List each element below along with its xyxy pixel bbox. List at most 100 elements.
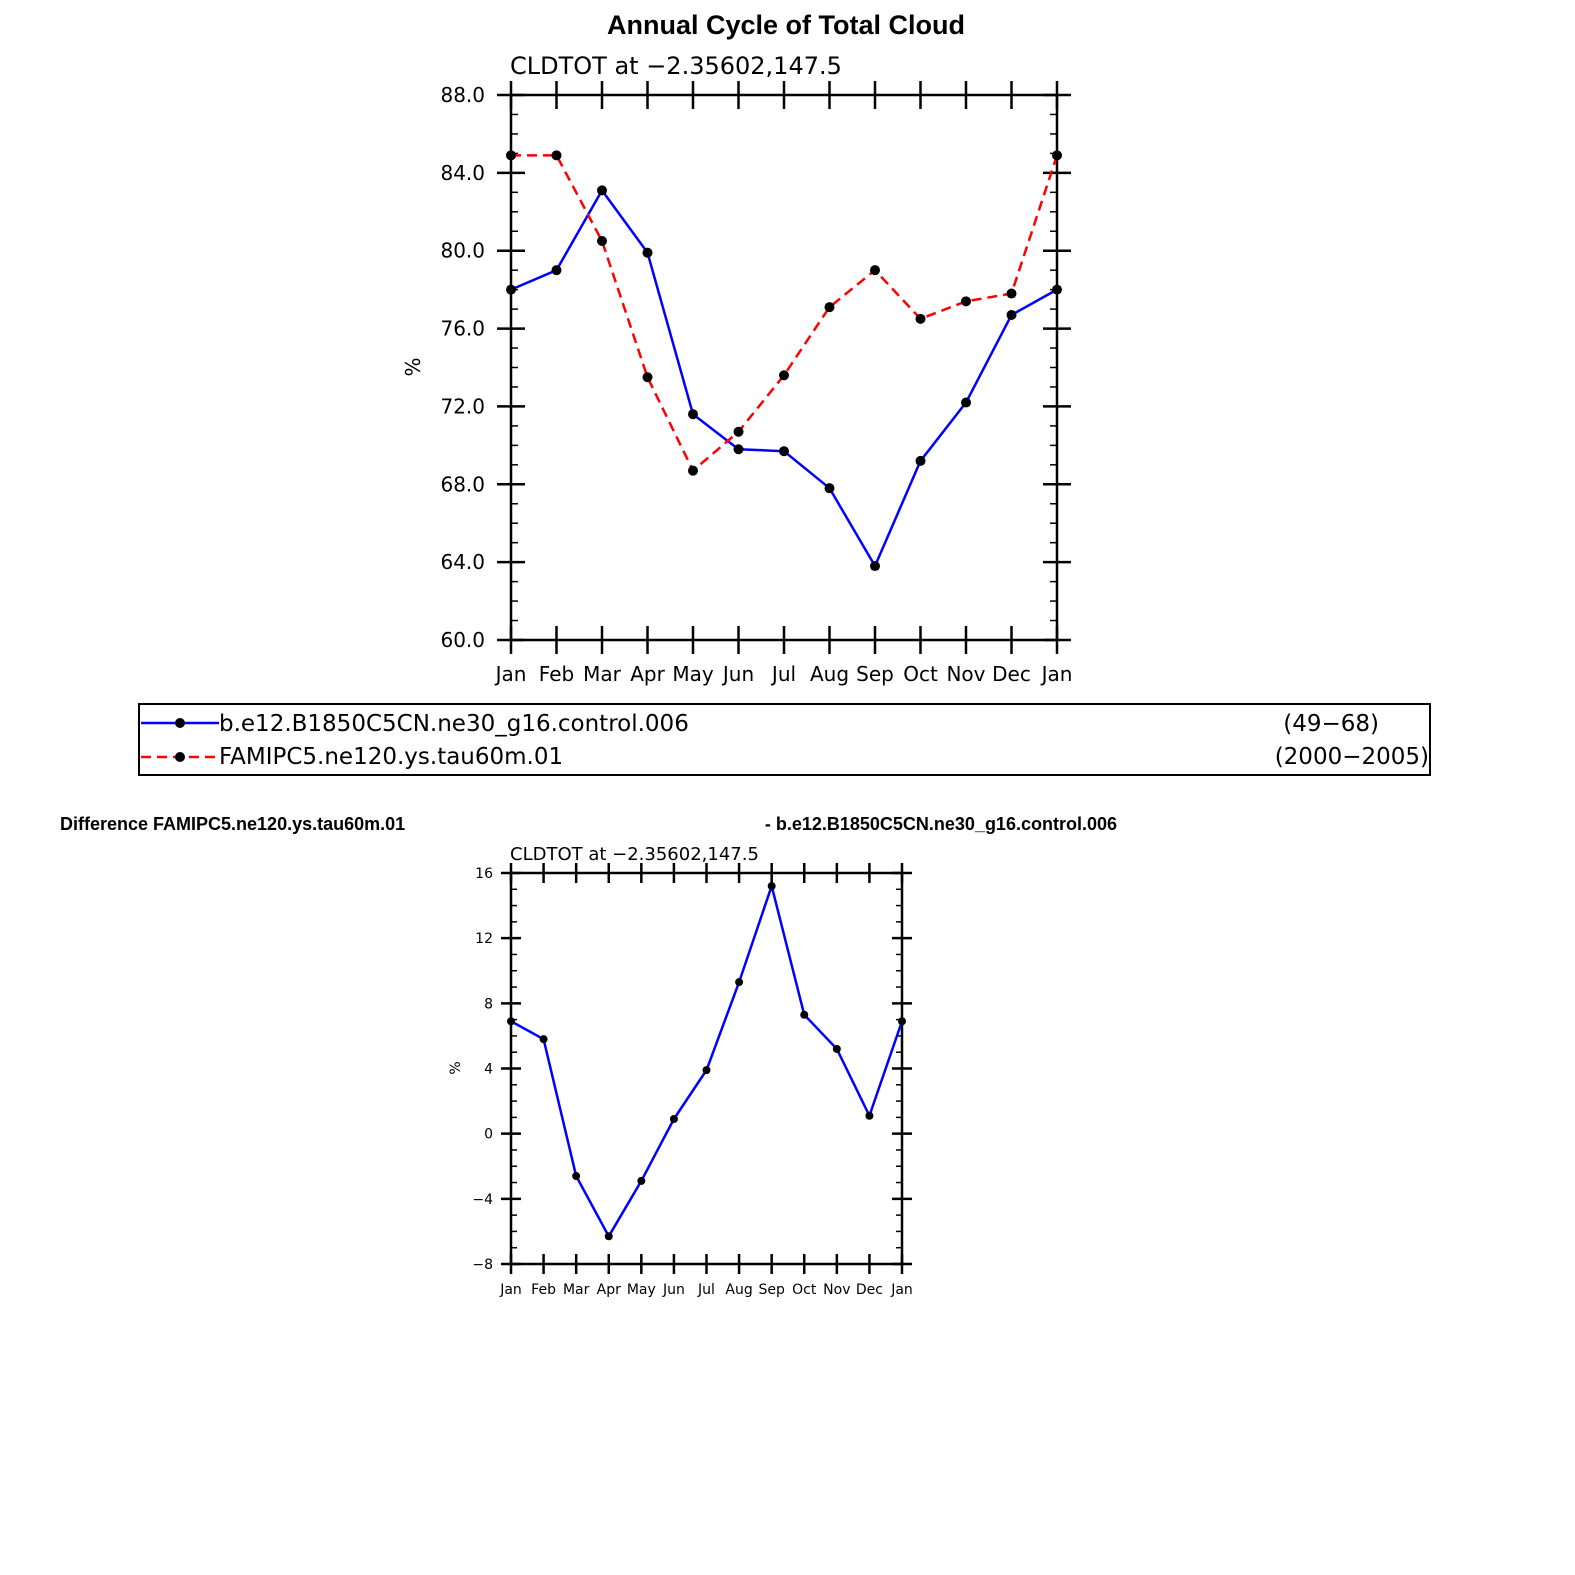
chart2-ylabel: % [448,1061,464,1074]
chart2-series [507,882,906,1241]
chart2-ytick-labels: −8 −4 0 4 8 12 16 [472,866,493,1273]
legend-years-control: (49−68) [1283,711,1379,737]
ytick-label: 88.0 [440,83,485,107]
ytick-label: 72.0 [440,394,485,418]
data-point [824,302,835,313]
data-point [642,372,653,383]
data-point [961,397,971,408]
xtick-label: Feb [539,662,574,686]
chart1-xtick-labels: Jan Feb Mar Apr May Jun Jul Aug Sep Oct Nov Dec Jan [494,662,1073,686]
ytick-label: 80.0 [440,239,485,263]
xtick-label: Jan [1040,662,1073,686]
xtick-label: Aug [810,662,849,686]
data-point [865,1111,874,1120]
data-point [572,1172,581,1181]
ytick-label: 16 [475,866,493,882]
ytick-label: 68.0 [440,472,485,496]
chart1-series [506,150,1062,572]
data-point [551,265,562,276]
data-point [1006,309,1017,320]
chart2-title-left: Difference FAMIPC5.ne120.ys.tau60m.01 [60,814,405,834]
legend-label-control: b.e12.B1850C5CN.ne30_g16.control.006 [219,711,689,737]
legend-marker-control [175,718,185,728]
data-point [669,1115,678,1124]
xtick-label: Apr [630,662,665,686]
chart1-ytick-labels: 60.0 64.0 68.0 72.0 76.0 80.0 84.0 88.0 [440,83,485,652]
ytick-label: 76.0 [440,317,485,341]
chart2-axes [501,863,912,1274]
ytick-label: −8 [472,1257,493,1273]
xtick-label: Jan [890,1282,913,1298]
series-line-0 [510,884,904,1238]
data-point [688,465,698,476]
xtick-label: Sep [758,1282,785,1298]
xtick-label: Mar [583,662,622,686]
data-point [779,370,789,381]
legend: b.e12.B1850C5CN.ne30_g16.control.006 (49… [138,703,1431,776]
data-point [597,235,607,246]
data-point [824,483,835,494]
data-point [597,185,607,196]
chart2-title-right: - b.e12.B1850C5CN.ne30_g16.control.006 [765,814,1117,834]
difference-chart: Difference FAMIPC5.ne120.ys.tau60m.01 - … [60,814,1117,1298]
data-point [1052,150,1062,161]
ytick-label: −4 [472,1192,493,1208]
xtick-label: Jul [697,1282,715,1298]
data-point [688,409,698,420]
xtick-label: Dec [992,662,1031,686]
xtick-label: May [627,1282,656,1298]
xtick-label: Feb [531,1282,556,1298]
xtick-label: Sep [856,662,894,686]
data-point [898,1017,906,1026]
legend-box [138,703,1431,776]
data-point [733,444,744,455]
legend-years-famip: (2000−2005) [1275,744,1429,770]
data-point [506,150,516,161]
xtick-label: Jun [721,662,754,686]
data-point [604,1232,613,1241]
chart1-subtitle: CLDTOT at −2.35602,147.5 [510,52,842,80]
data-point [870,561,880,572]
ytick-label: 0 [484,1127,493,1143]
ytick-label: 8 [484,996,493,1012]
data-point [1052,284,1062,295]
chart1-axes [497,81,1071,654]
ytick-label: 64.0 [440,550,485,574]
data-point [779,446,789,457]
xtick-label: Apr [597,1282,621,1298]
xtick-label: Jan [499,1282,522,1298]
ytick-label: 12 [475,931,493,947]
data-point [915,313,926,324]
xtick-label: Nov [946,662,985,686]
xtick-label: Aug [725,1282,752,1298]
chart1-title: Annual Cycle of Total Cloud [607,10,965,40]
data-point [767,882,776,891]
legend-label-famip: FAMIPC5.ne120.ys.tau60m.01 [219,744,563,770]
data-point [506,284,516,295]
xtick-label: May [672,662,714,686]
xtick-label: Oct [903,662,938,686]
ytick-label: 84.0 [440,161,485,185]
data-point [642,247,653,258]
xtick-label: Oct [792,1282,817,1298]
ytick-label: 4 [484,1062,493,1078]
data-point [539,1035,548,1044]
chart2-subtitle: CLDTOT at −2.35602,147.5 [510,844,759,865]
annual-cycle-chart: Annual Cycle of Total Cloud CLDTOT at −2… [138,10,1431,776]
data-point [735,978,744,987]
xtick-label: Mar [563,1282,590,1298]
data-point [507,1017,515,1026]
xtick-label: Nov [823,1282,850,1298]
data-point [637,1176,646,1185]
data-point [733,426,744,437]
ytick-label: 60.0 [440,628,485,652]
xtick-label: Dec [856,1282,883,1298]
data-point [1006,288,1017,299]
xtick-label: Jul [770,662,796,686]
data-point [702,1066,711,1075]
data-point [800,1010,809,1019]
legend-marker-famip [175,752,185,762]
data-point [551,150,562,161]
xtick-label: Jan [494,662,527,686]
